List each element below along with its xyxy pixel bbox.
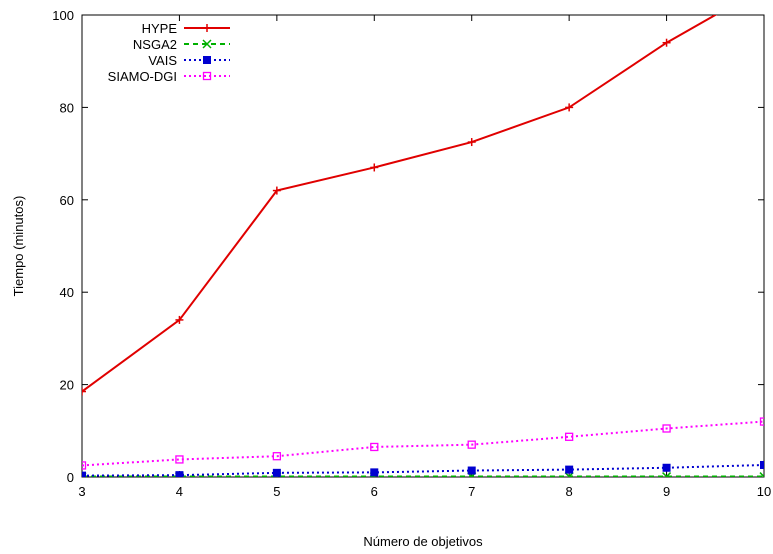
y-tick-label: 0 bbox=[67, 470, 74, 485]
y-tick-label: 60 bbox=[60, 193, 74, 208]
data-point bbox=[565, 103, 574, 112]
data-point bbox=[759, 472, 764, 477]
series-layer bbox=[82, 15, 764, 477]
data-point bbox=[272, 452, 282, 461]
data-point bbox=[82, 461, 87, 470]
series-line bbox=[82, 463, 764, 477]
legend-label: VAIS bbox=[148, 53, 177, 68]
legend-marker bbox=[202, 39, 212, 49]
data-point bbox=[175, 315, 184, 324]
series-hype bbox=[82, 15, 718, 396]
data-point bbox=[564, 432, 574, 441]
data-point bbox=[370, 163, 379, 172]
legend-marker bbox=[202, 71, 212, 81]
data-point bbox=[662, 38, 671, 47]
data-point bbox=[272, 186, 281, 195]
data-point bbox=[370, 442, 379, 452]
data-point bbox=[662, 463, 671, 472]
data-point bbox=[760, 460, 764, 469]
x-tick-label: 4 bbox=[176, 484, 183, 499]
series-line bbox=[82, 420, 764, 467]
y-tick-label: 80 bbox=[60, 100, 74, 115]
data-point bbox=[759, 417, 764, 426]
data-point bbox=[82, 387, 86, 396]
data-point bbox=[467, 138, 476, 147]
y-tick-label: 20 bbox=[60, 378, 74, 393]
legend-item: HYPE bbox=[142, 21, 230, 36]
legend-item: NSGA2 bbox=[133, 37, 230, 52]
series-siamo-dgi bbox=[82, 417, 764, 470]
legend-item: VAIS bbox=[148, 53, 230, 68]
legend-item: SIAMO-DGI bbox=[108, 69, 230, 84]
data-point bbox=[467, 440, 476, 449]
y-tick-label: 100 bbox=[52, 8, 74, 23]
legend-label: HYPE bbox=[142, 21, 178, 36]
x-tick-label: 7 bbox=[468, 484, 475, 499]
legend-label: SIAMO-DGI bbox=[108, 69, 177, 84]
x-tick-label: 9 bbox=[663, 484, 670, 499]
legend-marker bbox=[203, 56, 211, 64]
data-point bbox=[175, 471, 184, 477]
series-line bbox=[82, 15, 718, 393]
legend-label: NSGA2 bbox=[133, 37, 177, 52]
data-point bbox=[564, 472, 574, 477]
x-axis-label: Número de objetivos bbox=[363, 534, 483, 549]
data-point bbox=[370, 468, 379, 477]
x-tick-label: 8 bbox=[566, 484, 573, 499]
data-point bbox=[662, 472, 672, 477]
legend-marker bbox=[203, 24, 211, 32]
data-point bbox=[272, 468, 281, 477]
x-tick-label: 3 bbox=[78, 484, 85, 499]
plot-frame bbox=[81, 14, 765, 478]
x-tick-label: 5 bbox=[273, 484, 280, 499]
data-point bbox=[662, 424, 671, 433]
data-point bbox=[82, 471, 86, 477]
data-point bbox=[175, 455, 184, 464]
y-axis-label: Tiempo (minutos) bbox=[11, 196, 26, 297]
series-vais bbox=[82, 460, 764, 477]
data-point bbox=[467, 466, 476, 475]
x-tick-label: 6 bbox=[371, 484, 378, 499]
data-point bbox=[565, 465, 574, 474]
x-tick-label: 10 bbox=[757, 484, 771, 499]
y-tick-label: 40 bbox=[60, 285, 74, 300]
